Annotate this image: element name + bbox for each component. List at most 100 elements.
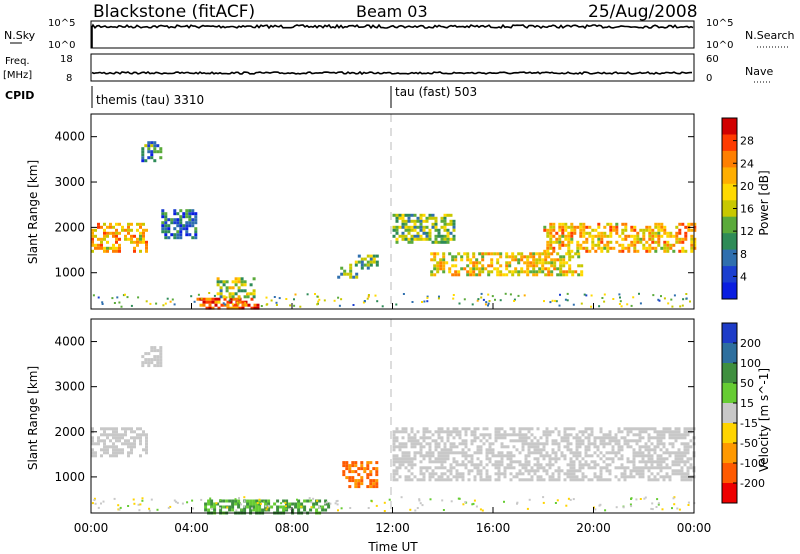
- power-echo-cell: [693, 237, 697, 241]
- power-echo-cell: [130, 304, 133, 307]
- power-echo-cell: [565, 273, 569, 277]
- vel-echo-cell: [677, 460, 681, 464]
- vel-echo-cell: [237, 505, 241, 509]
- power-echo-cell: [552, 228, 556, 232]
- power-echo-cell: [582, 234, 586, 238]
- power-echo-cell: [404, 222, 408, 226]
- power-echo-cell: [216, 292, 220, 296]
- vel-echo-cell: [138, 509, 141, 512]
- power-echo-cell: [446, 213, 450, 217]
- vel-echo-cell: [653, 451, 657, 455]
- power-echo-cell: [395, 231, 399, 235]
- vel-echo-cell: [604, 509, 607, 512]
- vel-echo-cell: [533, 436, 537, 440]
- vel-echo-cell: [455, 427, 459, 431]
- vel-echo-cell: [127, 451, 130, 455]
- power-echo-cell: [670, 298, 673, 301]
- power-echo-cell: [193, 300, 196, 303]
- vel-echo-cell: [446, 430, 450, 434]
- vel-echo-cell: [470, 433, 474, 437]
- power-echo-cell: [645, 228, 649, 232]
- vel-echo-cell: [398, 460, 402, 464]
- power-echo-cell: [690, 246, 694, 250]
- vel-echo-cell: [443, 460, 447, 464]
- power-echo-cell: [127, 228, 130, 232]
- y-tick-label: 1000: [54, 266, 85, 280]
- power-echo-cell: [398, 234, 402, 238]
- vel-echo-cell: [530, 433, 534, 437]
- power-echo-cell: [579, 231, 583, 235]
- power-echo-cell: [243, 283, 247, 287]
- vel-echo-cell: [602, 433, 606, 437]
- power-echo-cell: [570, 225, 574, 229]
- vel-echo-cell: [626, 457, 630, 461]
- power-echo-cell: [136, 228, 139, 232]
- vel-echo-cell: [599, 457, 603, 461]
- power-echo-cell: [547, 267, 551, 271]
- power-echo-cell: [523, 255, 527, 259]
- vel-echo-cell: [419, 460, 423, 464]
- vel-echo-cell: [581, 472, 585, 476]
- power-echo-cell: [150, 150, 154, 154]
- power-echo-cell: [600, 240, 604, 244]
- vel-echo-cell: [524, 469, 528, 473]
- vel-echo-cell: [139, 436, 142, 440]
- power-echo-cell: [173, 303, 176, 306]
- vel-echo-cell: [584, 463, 588, 467]
- power-echo-cell: [666, 243, 670, 247]
- vel-echo-cell: [410, 436, 414, 440]
- power-echo-cell: [194, 215, 198, 219]
- power-echo-cell: [91, 249, 94, 253]
- power-echo-cell: [514, 270, 518, 274]
- vel-echo-cell: [464, 501, 467, 504]
- vel-echo-cell: [650, 448, 654, 452]
- vel-echo-cell: [357, 482, 361, 486]
- nsky-panel-frame: [90, 20, 695, 49]
- power-echo-cell: [141, 147, 145, 151]
- power-echo-cell: [466, 252, 470, 256]
- vel-echo-cell: [599, 466, 603, 470]
- power-echo-cell: [520, 258, 524, 262]
- nsky-trace: [91, 23, 694, 48]
- vel-echo-cell: [626, 466, 630, 470]
- vel-echo-cell: [638, 460, 642, 464]
- power-echo-cell: [404, 225, 408, 229]
- vel-echo-cell: [566, 433, 570, 437]
- power-echo-cell: [564, 243, 568, 247]
- power-echo-cell: [535, 273, 539, 277]
- vel-echo-cell: [416, 451, 420, 455]
- nave-tick-top: 60: [706, 54, 719, 65]
- vel-echo-cell: [443, 451, 447, 455]
- vel-echo-cell: [159, 346, 163, 350]
- vel-echo-cell: [647, 457, 651, 461]
- power-echo-cell: [532, 264, 536, 268]
- vel-echo-cell: [521, 472, 525, 476]
- power-echo-cell: [407, 231, 411, 235]
- power-echo-cell: [112, 225, 115, 229]
- power-echo-cell: [657, 222, 661, 226]
- vel-echo-cell: [593, 460, 597, 464]
- vel-echo-cell: [647, 475, 651, 479]
- power-echo-cell: [529, 270, 533, 274]
- vel-echo-cell: [351, 479, 355, 483]
- power-echo-cell: [660, 246, 664, 250]
- vel-echo-cell: [130, 445, 133, 449]
- power-echo-cell: [549, 234, 553, 238]
- power-echo-cell: [469, 270, 473, 274]
- power-echo-cell: [238, 306, 242, 310]
- vel-echo-cell: [686, 427, 690, 431]
- power-echo-cell: [485, 301, 488, 304]
- vel-echo-cell: [284, 501, 287, 504]
- power-echo-cell: [121, 225, 124, 229]
- vel-echo-cell: [109, 445, 112, 449]
- power-echo-cell: [591, 237, 595, 241]
- power-echo-cell: [442, 264, 446, 268]
- vel-echo-cell: [533, 472, 537, 476]
- power-echo-cell: [645, 240, 649, 244]
- vel-echo-cell: [488, 457, 492, 461]
- vel-echo-cell: [446, 448, 450, 452]
- vel-echo-cell: [605, 466, 609, 470]
- power-echo-cell: [645, 249, 649, 253]
- vel-echo-cell: [587, 454, 591, 458]
- vel-echo-cell: [91, 436, 94, 440]
